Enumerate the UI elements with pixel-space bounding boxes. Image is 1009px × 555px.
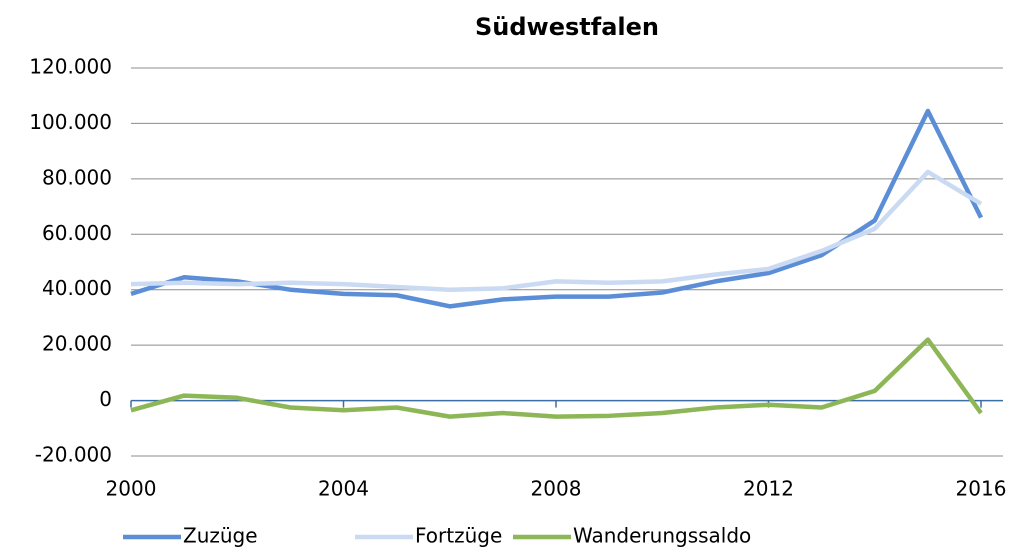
x-tick-label: 2016 [956,477,1007,501]
x-tick-label: 2008 [531,477,582,501]
x-tick-label: 2004 [318,477,369,501]
series-line [130,108,984,309]
y-tick-label: 60.000 [42,221,112,245]
legend-label: Wanderungssaldo [573,524,751,548]
x-tick-label: 2000 [106,477,157,501]
y-tick-label: 40.000 [42,276,112,300]
x-tick-label: 2012 [743,477,794,501]
series-line [130,337,983,419]
y-tick-label: 100.000 [29,110,112,134]
y-tick-label: 120.000 [29,55,112,79]
chart-title: Südwestfalen [475,13,659,41]
series-line [130,169,983,292]
y-tick-label: 80.000 [42,165,112,189]
y-tick-label: 20.000 [42,332,112,356]
legend-label: Zuzüge [183,524,258,548]
y-tick-label: 0 [99,387,112,411]
legend-label: Fortzüge [415,524,502,548]
y-tick-label: -20.000 [35,443,112,467]
